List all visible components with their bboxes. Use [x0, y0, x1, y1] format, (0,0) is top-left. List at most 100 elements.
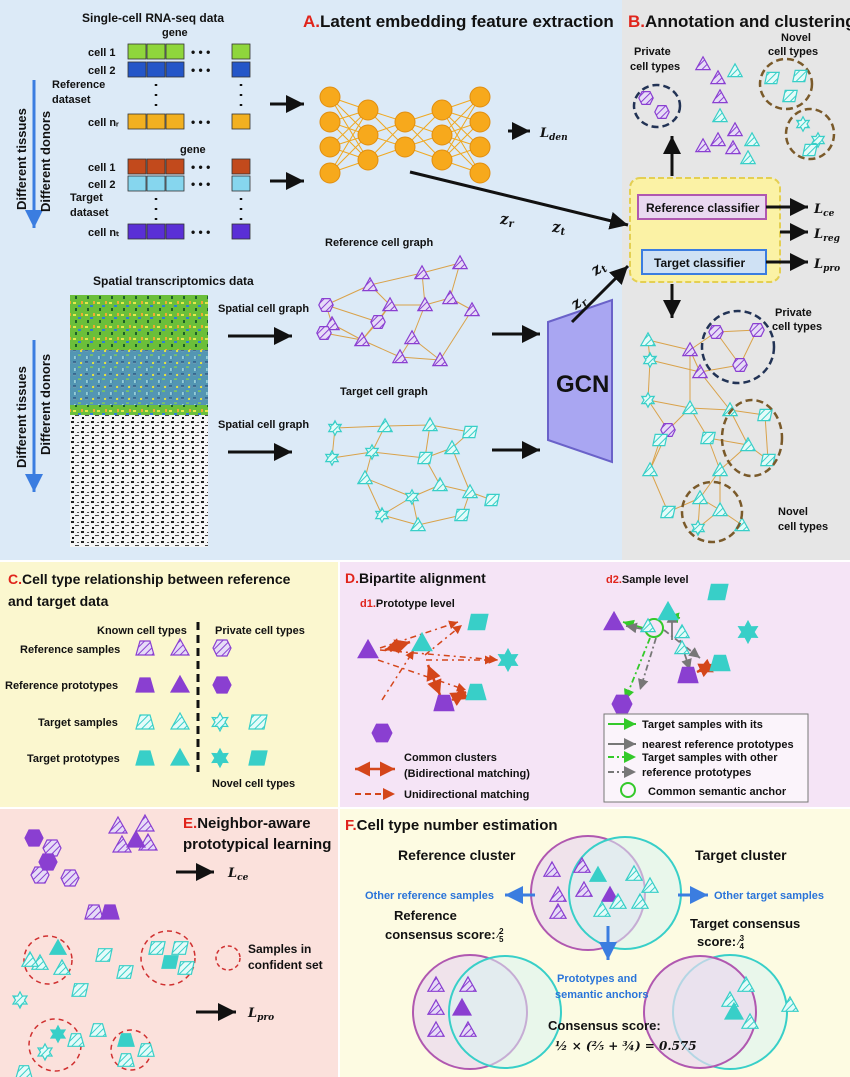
d2-legend-3: Target samples with other: [642, 752, 778, 764]
matrix-cell: [165, 113, 185, 130]
tri-glyph: [409, 516, 427, 532]
novel-cluster-top-2: [784, 107, 836, 161]
tri-glyph: [426, 998, 446, 1015]
network-node: [319, 136, 341, 158]
tri-glyph: [681, 341, 699, 357]
private-types-bottom-2: cell types: [772, 321, 822, 333]
tri-glyph: [639, 617, 657, 633]
tra-glyph: [135, 714, 155, 730]
common-clusters-label-1: Common clusters: [404, 752, 497, 764]
tri-glyph: [630, 892, 650, 909]
tri-glyph: [600, 885, 620, 902]
graph-edge: [647, 399, 691, 409]
d1-title: d1.Prototype level: [360, 598, 455, 610]
bidirectional-edge: [449, 686, 469, 706]
tri-glyph: [739, 436, 757, 452]
matrix-cell: [127, 113, 147, 130]
tri-glyph: [721, 401, 739, 417]
tri-glyph: [421, 416, 439, 432]
known-cell-types-header: Known cell types: [97, 625, 187, 637]
hex-glyph: [611, 694, 633, 714]
matrix-cell: [127, 61, 147, 78]
novel-cell-types-footer: Novel cell types: [212, 778, 295, 790]
spatial-data-title: Spatial transcriptomics data: [93, 274, 254, 288]
hex-glyph: [60, 869, 80, 887]
graph-edge: [325, 304, 379, 323]
tra-glyph: [433, 694, 455, 712]
tri-glyph: [592, 900, 612, 917]
tri-glyph: [780, 995, 800, 1012]
matrix-cell: [146, 113, 166, 130]
private-types-top-1: Private: [634, 46, 671, 58]
annotated-cells-top: [638, 55, 826, 165]
matrix-ellipsis: • • •: [191, 160, 210, 174]
hex-glyph: [371, 723, 393, 743]
tri-glyph: [426, 1020, 446, 1037]
tra-glyph: [465, 683, 487, 701]
tri-glyph: [548, 885, 568, 902]
matrix-cell: [165, 223, 185, 240]
network-node: [431, 99, 453, 121]
row-ref-samples: Reference samples: [20, 644, 120, 656]
par-glyph: [95, 948, 113, 962]
par-glyph: [792, 69, 808, 83]
matrix-cell: [231, 113, 251, 130]
tri-glyph: [169, 674, 191, 693]
hex-glyph: [732, 358, 748, 372]
reference-classifier: [637, 194, 767, 220]
reference-classifier-label: Reference classifier: [646, 201, 760, 215]
hex-glyph: [38, 853, 58, 871]
par-glyph: [467, 613, 489, 631]
d2-legend-1: Target samples with its: [642, 719, 763, 731]
par-glyph: [148, 941, 166, 955]
target-label-1: Target: [70, 192, 103, 204]
tra-glyph: [67, 1033, 85, 1047]
tri-glyph: [125, 829, 147, 848]
par-glyph: [462, 425, 478, 439]
graph-edge: [381, 514, 419, 526]
matrix-cell: [127, 158, 147, 175]
network-edge: [441, 96, 481, 161]
tri-glyph: [608, 892, 628, 909]
network-node: [431, 149, 453, 171]
hex-glyph: [749, 323, 765, 337]
tri-glyph: [694, 137, 712, 153]
matrix-cell: [146, 223, 166, 240]
tri-glyph: [711, 501, 729, 517]
star-glyph: [497, 647, 519, 673]
star-glyph: [795, 115, 811, 133]
par-glyph: [764, 71, 780, 85]
row-ref-prototypes: Reference prototypes: [5, 680, 118, 692]
matrix-cell: [231, 223, 251, 240]
tri-glyph: [169, 747, 191, 766]
tri-glyph: [739, 149, 757, 165]
par-glyph: [417, 451, 433, 465]
matrix-ellipsis: • • •: [191, 177, 210, 191]
tri-glyph: [603, 610, 625, 631]
tri-glyph: [709, 131, 727, 147]
d2-legend-box: [603, 713, 809, 803]
par-glyph: [248, 750, 268, 766]
spatial-graph-label-ref: Spatial cell graph: [218, 303, 309, 315]
tra-glyph: [117, 1033, 135, 1047]
tri-glyph: [463, 301, 481, 317]
tri-glyph: [451, 997, 473, 1016]
par-glyph: [760, 453, 776, 467]
tra-glyph: [100, 904, 120, 920]
other-reference-samples: Other reference samples: [365, 890, 494, 902]
consensus-venn-diagrams: [412, 835, 800, 1070]
hex-glyph: [638, 90, 654, 106]
tri-glyph: [711, 88, 729, 104]
scrna-title: Single-cell RNA-seq data: [82, 11, 224, 25]
tri-glyph: [458, 975, 478, 992]
tri-glyph: [381, 296, 399, 312]
star-glyph: [11, 990, 29, 1010]
tri-glyph: [169, 637, 191, 656]
gene-label-top: gene: [162, 27, 188, 39]
star-glyph: [690, 519, 706, 537]
par-glyph: [782, 89, 798, 103]
par-glyph: [454, 508, 470, 522]
matrix-ellipsis: • • •: [191, 63, 210, 77]
par-glyph: [660, 505, 676, 519]
